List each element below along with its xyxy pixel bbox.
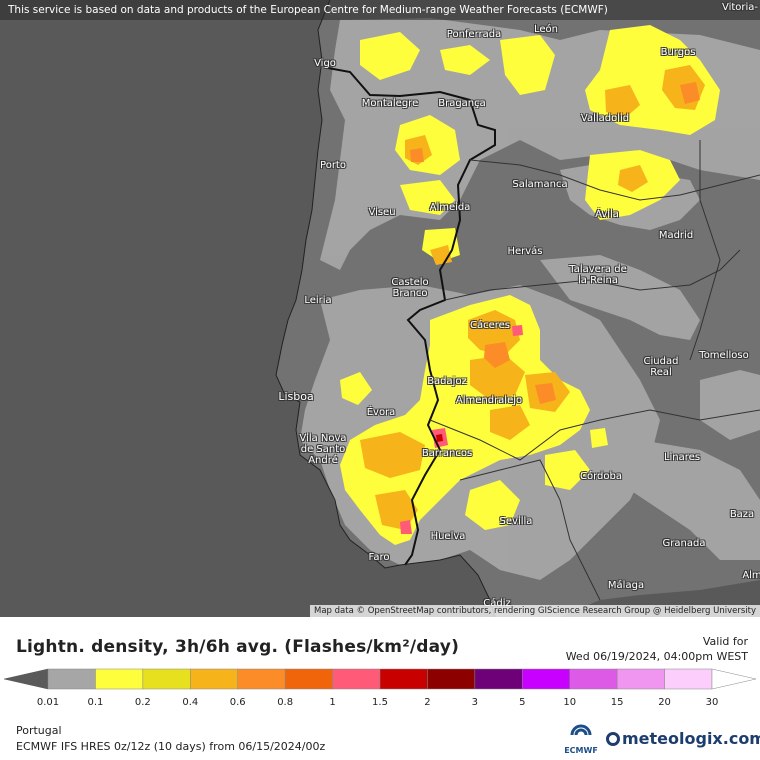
city-label: Évora xyxy=(366,407,396,418)
city-label: Baza xyxy=(729,509,755,520)
city-label: Montalegre xyxy=(361,98,419,109)
scale-segment xyxy=(522,668,570,690)
scale-tick-label: 30 xyxy=(705,697,719,708)
scale-tick-label: 0.01 xyxy=(36,697,60,708)
map-canvas xyxy=(0,0,760,618)
city-label: Talavera de la Reina xyxy=(569,264,627,286)
ecmwf-logo-icon xyxy=(570,724,592,736)
city-label: Barrancos xyxy=(421,448,473,459)
scale-segment xyxy=(190,668,238,690)
city-label: Málaga xyxy=(607,580,645,591)
meteologix-text: meteologix.com xyxy=(622,729,760,748)
banner-text: This service is based on data and produc… xyxy=(8,4,608,16)
meteologix-logo-icon xyxy=(606,732,620,746)
city-label: Porto xyxy=(320,160,346,171)
scale-tick-label: 2 xyxy=(424,697,431,708)
scale-segment xyxy=(142,668,191,690)
scale-segment xyxy=(237,668,286,690)
city-label: Linares xyxy=(663,452,701,463)
city-label: Salamanca xyxy=(512,179,568,190)
scale-tick-label: 0.2 xyxy=(134,697,151,708)
color-scale-ticks: 0.01 0.1 0.2 0.4 0.6 0.8 1 1.5 2 3 5 10 15 20 30 xyxy=(0,697,760,711)
scale-tick-label: 0.6 xyxy=(229,697,246,708)
meteologix-brand[interactable]: meteologix.com xyxy=(606,729,760,748)
valid-label: Valid for xyxy=(702,635,748,648)
city-label: Hervás xyxy=(507,246,543,257)
city-label: Almendralejo xyxy=(455,395,523,406)
scale-segment xyxy=(616,668,665,690)
city-label: Castelo Branco xyxy=(391,277,429,299)
scale-tick-label: 1.5 xyxy=(372,697,388,708)
city-label: Bragança xyxy=(438,98,486,109)
ecmwf-banner: This service is based on data and produc… xyxy=(0,0,760,20)
city-label: Badajoz xyxy=(427,376,467,387)
city-label: Madrid xyxy=(658,230,694,241)
city-label: Córdoba xyxy=(580,471,622,482)
city-label: León xyxy=(533,24,559,35)
scale-tick-label: 3 xyxy=(471,697,479,708)
scale-segment xyxy=(379,668,428,690)
scale-tick-label: 0.1 xyxy=(87,697,104,708)
city-label: Sevilla xyxy=(499,516,533,527)
scale-tick-label: 10 xyxy=(563,697,577,708)
scale-segment xyxy=(332,668,381,690)
city-label: Granada xyxy=(662,538,706,549)
city-label: Vitoria- xyxy=(721,2,759,13)
city-label: Ávila xyxy=(595,209,619,220)
city-label: Vigo xyxy=(314,58,336,69)
city-label: Valladolid xyxy=(580,113,630,124)
city-label: Leiria xyxy=(304,295,332,306)
city-label: Faro xyxy=(368,552,390,563)
scale-segment xyxy=(47,668,96,690)
scale-segment xyxy=(474,668,523,690)
city-label: Burgos xyxy=(660,47,696,58)
scale-tick-label: 5 xyxy=(519,697,526,708)
scale-tick-label: 1 xyxy=(329,697,336,708)
scale-low-arrow xyxy=(3,668,49,690)
city-label: Alm xyxy=(742,570,760,581)
model-info: ECMWF IFS HRES 0z/12z (10 days) from 06/… xyxy=(16,740,326,753)
city-label: Vila Nova de Santo André xyxy=(299,433,347,466)
scale-segment xyxy=(95,668,144,690)
map-panel[interactable]: This service is based on data and produc… xyxy=(0,0,760,618)
scale-tick-label: 15 xyxy=(610,697,624,708)
city-label: Tomelloso xyxy=(699,350,749,361)
city-label: Almeida xyxy=(429,202,471,213)
scale-tick-label: 0.8 xyxy=(277,697,294,708)
city-label: Cáceres xyxy=(469,320,511,331)
city-label: Huelva xyxy=(430,531,466,542)
city-label: Cádiz xyxy=(483,598,511,609)
color-scale-bar xyxy=(3,668,757,690)
city-label: Viseu xyxy=(368,207,396,218)
scale-tick-label: 0.4 xyxy=(182,697,199,708)
scale-segment xyxy=(664,668,713,690)
region-label: Portugal xyxy=(16,724,62,737)
scale-high-arrow xyxy=(711,668,757,690)
scale-segment xyxy=(427,668,476,690)
scale-tick-label: 20 xyxy=(658,697,671,708)
city-label: Ponferrada xyxy=(446,29,502,40)
map-attribution: Map data © OpenStreetMap contributors, r… xyxy=(310,605,760,617)
legend-panel: Lightn. density, 3h/6h avg. (Flashes/km²… xyxy=(0,617,760,760)
ecmwf-label: ECMWF xyxy=(564,746,598,755)
city-label: Lisboa xyxy=(278,390,314,403)
scale-segment xyxy=(284,668,333,690)
legend-title: Lightn. density, 3h/6h avg. (Flashes/km²… xyxy=(16,637,460,657)
scale-segment xyxy=(569,668,618,690)
city-label: Ciudad Real xyxy=(643,356,679,378)
valid-time: Wed 06/19/2024, 04:00pm WEST xyxy=(565,650,748,663)
